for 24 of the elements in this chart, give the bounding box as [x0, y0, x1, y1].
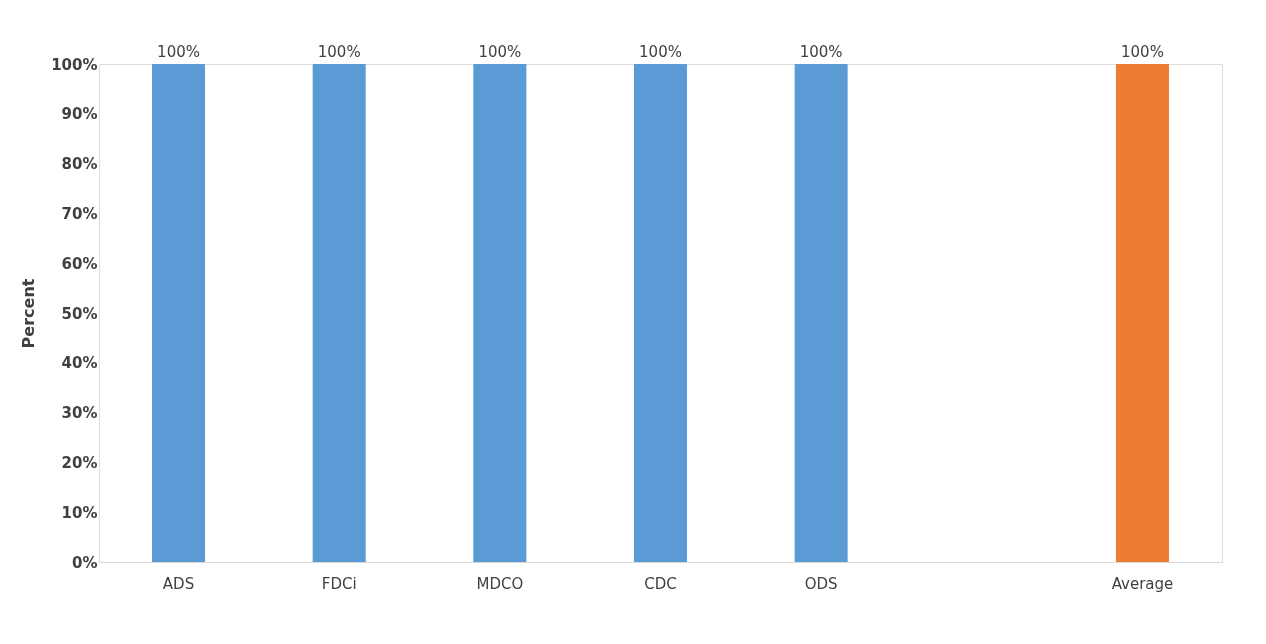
y-tick-label: 80%: [61, 155, 98, 174]
data-label: 100%: [157, 43, 200, 61]
x-tick-label: CDC: [644, 574, 677, 593]
x-tick-label: MDCO: [476, 574, 524, 593]
y-tick-label: 40%: [61, 354, 98, 373]
y-tick-label: 10%: [61, 503, 98, 522]
data-label: 100%: [478, 43, 522, 61]
x-tick-label: ADS: [162, 574, 195, 593]
data-label: 100%: [799, 43, 843, 61]
y-tick-label: 60%: [61, 254, 98, 273]
x-tick-label: ODS: [804, 574, 838, 593]
y-tick-label: 50%: [61, 304, 98, 323]
y-tick-label: 100%: [51, 55, 98, 74]
data-label: 100%: [639, 43, 682, 61]
data-label: 100%: [1121, 43, 1164, 61]
x-tick-label: FDCi: [321, 574, 357, 593]
y-tick-label: 70%: [61, 204, 98, 223]
y-tick-label: 0%: [72, 553, 98, 572]
y-tick-label: 30%: [61, 404, 98, 423]
y-axis-title: Percent: [19, 278, 39, 349]
x-tick-label: Average: [1111, 574, 1174, 593]
data-label: 100%: [317, 43, 361, 61]
y-tick-label: 90%: [61, 105, 98, 124]
y-tick-label: 20%: [61, 453, 98, 472]
